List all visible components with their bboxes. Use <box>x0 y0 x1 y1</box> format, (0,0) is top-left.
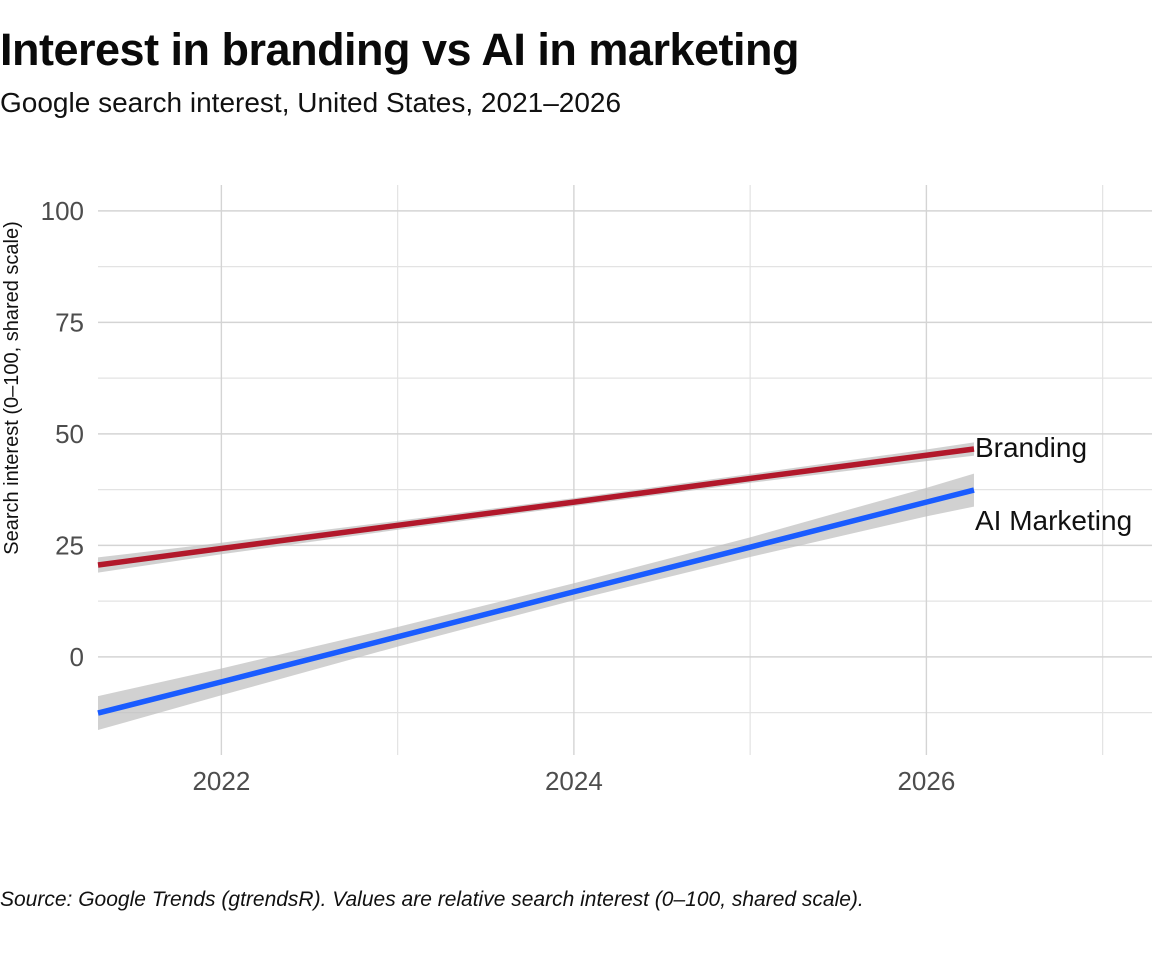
series-label-branding: Branding <box>975 432 1087 463</box>
y-tick-label: 0 <box>70 642 84 672</box>
y-tick-label: 25 <box>55 530 84 560</box>
y-axis-tick-labels: 0 25 50 75 100 <box>41 196 84 672</box>
series-lines <box>97 446 975 716</box>
y-tick-label: 75 <box>55 307 84 337</box>
major-gridlines <box>98 185 1152 755</box>
y-axis-title: Search interest (0–100, shared scale) <box>1 221 23 555</box>
x-tick-label: 2024 <box>545 766 603 796</box>
chart-subtitle: Google search interest, United States, 2… <box>0 87 622 118</box>
x-tick-label: 2022 <box>192 766 250 796</box>
y-tick-label: 100 <box>41 196 84 226</box>
series-labels: Branding AI Marketing <box>975 432 1132 536</box>
confidence-bands <box>98 442 974 731</box>
y-tick-label: 50 <box>55 419 84 449</box>
series-line-branding <box>97 446 975 568</box>
series-label-ai-marketing: AI Marketing <box>975 505 1132 536</box>
x-axis-tick-labels: 2022 2024 2026 <box>192 766 955 796</box>
series-line-ai-marketing <box>97 487 975 716</box>
minor-gridlines <box>98 185 1152 755</box>
source-caption: Source: Google Trends (gtrendsR). Values… <box>0 888 864 911</box>
chart-title: Interest in branding vs AI in marketing <box>0 24 799 75</box>
x-tick-label: 2026 <box>897 766 955 796</box>
